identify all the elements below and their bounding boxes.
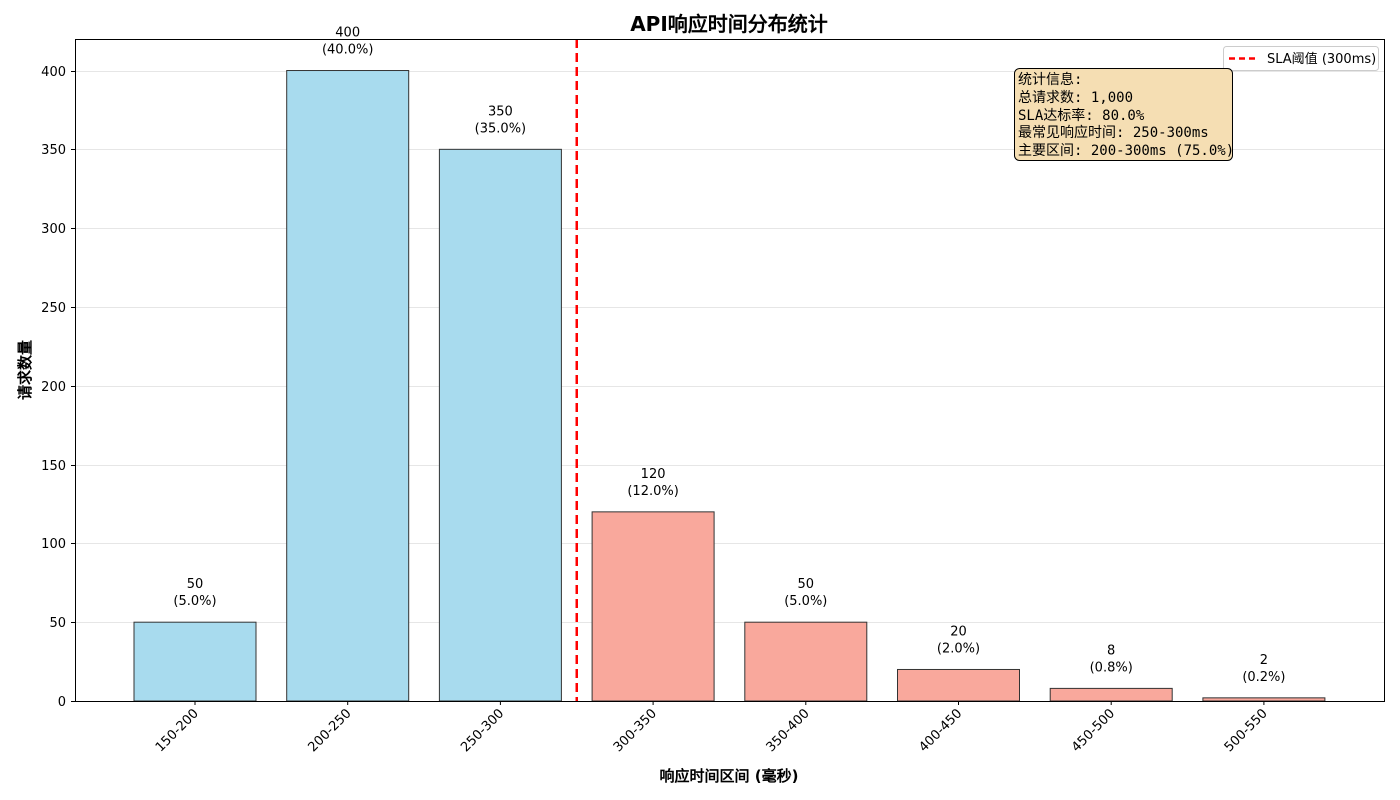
data-label-count: 8	[1107, 643, 1115, 658]
x-tick-label: 150-200	[153, 706, 202, 755]
x-axis: 150-200 200-250 250-300 300-350 350-400 400-4…	[153, 701, 1271, 755]
stats-line-heading: 统计信息:	[1018, 71, 1082, 88]
data-label-percent: (5.0%)	[784, 594, 827, 609]
data-label-count: 120	[641, 467, 666, 482]
y-tick-label: 150	[41, 459, 66, 474]
legend-box	[1223, 46, 1379, 71]
data-label-count: 20	[950, 624, 967, 639]
bar-150-200	[133, 621, 257, 702]
bar-250-300	[438, 148, 562, 702]
y-tick-label: 200	[41, 380, 66, 395]
y-tick-label: 0	[58, 695, 66, 710]
data-labels: 50 (5.0%) 400 (40.0%) 350 (35.0%) 120 (12.0%) 50…	[173, 26, 1285, 685]
data-label-percent: (0.2%)	[1242, 670, 1285, 685]
y-tick-label: 350	[41, 143, 66, 158]
data-label-percent: (12.0%)	[627, 484, 678, 499]
bar-400-450	[897, 668, 1020, 702]
data-label-percent: (5.0%)	[173, 594, 216, 609]
x-tick-label: 300-350	[611, 706, 660, 755]
stats-box: 统计信息: 总请求数: 1,000 SLA达标率: 80.0% 最常见响应时间:…	[1014, 68, 1234, 161]
x-tick-label: 450-500	[1069, 706, 1118, 755]
data-label-count: 2	[1260, 653, 1268, 668]
legend-sla-label: SLA阈值 (300ms)	[1267, 51, 1376, 67]
data-label-percent: (0.8%)	[1090, 660, 1133, 675]
x-tick-label: 400-450	[916, 706, 965, 755]
x-tick-label: 200-250	[306, 706, 355, 755]
bar-450-500	[1049, 687, 1173, 702]
y-tick-label: 50	[49, 616, 66, 631]
x-tick-label: 500-550	[1222, 706, 1271, 755]
bar-300-350	[591, 511, 715, 702]
data-label-count: 50	[187, 577, 204, 592]
legend: SLA阈值 (300ms)	[1223, 46, 1379, 71]
bars	[133, 70, 1326, 702]
data-label-percent: (40.0%)	[322, 43, 373, 58]
x-tick-label: 250-300	[458, 706, 507, 755]
data-label-count: 400	[335, 26, 360, 41]
stats-line-total-requests: 总请求数: 1,000	[1018, 90, 1133, 106]
x-axis-title: 响应时间区间 (毫秒)	[660, 767, 799, 785]
data-label-percent: (2.0%)	[937, 641, 980, 656]
y-tick-label: 100	[41, 537, 66, 552]
stats-line-most-common: 最常见响应时间: 250-300ms	[1018, 124, 1209, 141]
stats-line-main-range: 主要区间: 200-300ms (75.0%)	[1018, 143, 1234, 159]
data-label-count: 50	[798, 577, 815, 592]
y-axis-title: 请求数量	[16, 340, 34, 400]
x-tick-label: 350-400	[764, 706, 813, 755]
y-axis: 0 50 100 150 200 250 300 350 400	[41, 65, 75, 710]
chart-title: API响应时间分布统计	[630, 12, 828, 36]
y-tick-label: 250	[41, 301, 66, 316]
y-tick-label: 300	[41, 222, 66, 237]
bar-500-550	[1202, 697, 1326, 702]
y-tick-label: 400	[41, 65, 66, 80]
bar-350-400	[744, 621, 868, 702]
plot-frame	[75, 39, 1385, 702]
stats-box-background	[1014, 68, 1233, 161]
data-label-percent: (35.0%)	[475, 121, 526, 136]
bar-200-250	[286, 70, 410, 702]
stats-line-sla-rate: SLA达标率: 80.0%	[1018, 107, 1145, 124]
data-label-count: 350	[488, 104, 513, 119]
